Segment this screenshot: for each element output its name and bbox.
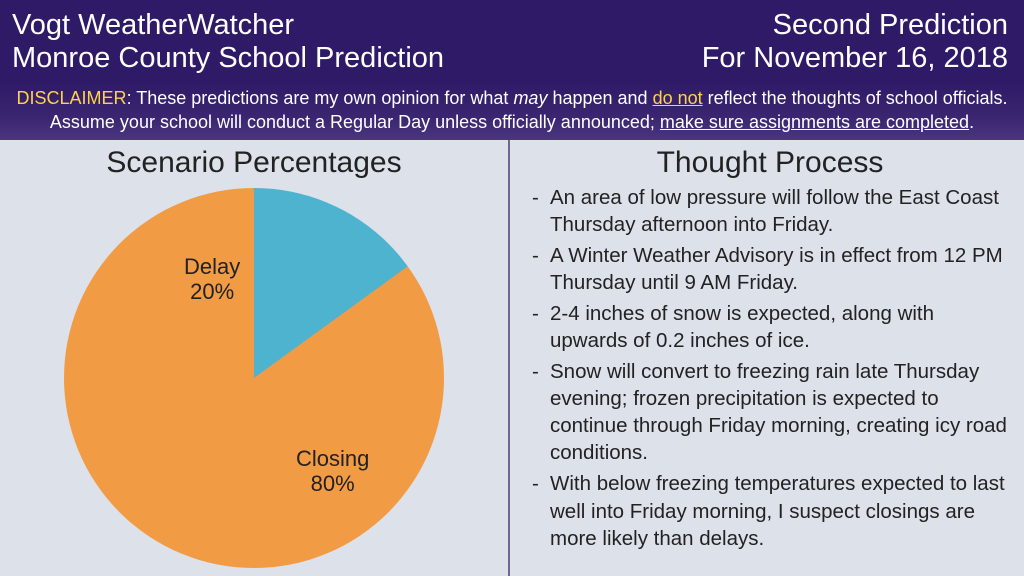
thought-item: With below freezing temperatures expecte… — [530, 470, 1010, 551]
disclaimer-text-3: reflect the thoughts of school officials… — [703, 88, 1008, 108]
disclaimer-line2b: make sure assignments are completed — [660, 112, 969, 132]
disclaimer-line2c: . — [969, 112, 974, 132]
pie-label-closing-name: Closing — [296, 446, 369, 471]
disclaimer-donot: do not — [653, 88, 703, 108]
pie-label-closing: Closing 80% — [296, 446, 369, 497]
disclaimer-line2a: Assume your school will conduct a Regula… — [50, 112, 660, 132]
scenario-title: Scenario Percentages — [106, 146, 401, 180]
header-prediction-number: Second Prediction — [702, 9, 1008, 42]
thought-item: 2-4 inches of snow is expected, along wi… — [530, 300, 1010, 354]
thought-item: An area of low pressure will follow the … — [530, 184, 1010, 238]
header-bar: Vogt WeatherWatcher Monroe County School… — [0, 0, 1024, 82]
disclaimer-label: DISCLAIMER — [17, 88, 127, 108]
thought-list: An area of low pressure will follow the … — [530, 184, 1010, 552]
thought-item: A Winter Weather Advisory is in effect f… — [530, 242, 1010, 296]
scenario-panel: Scenario Percentages Delay 20% Closing 8… — [0, 140, 510, 576]
disclaimer-bar: DISCLAIMER: These predictions are my own… — [0, 82, 1024, 140]
header-subject: Monroe County School Prediction — [12, 42, 444, 75]
disclaimer-text-1: : These predictions are my own opinion f… — [127, 88, 514, 108]
pie-label-delay-name: Delay — [184, 254, 240, 279]
disclaimer-text-2: happen and — [547, 88, 652, 108]
pie-graphic — [64, 188, 444, 568]
pie-label-delay: Delay 20% — [184, 254, 240, 305]
pie-label-delay-value: 20% — [190, 279, 234, 304]
pie-label-closing-value: 80% — [311, 471, 355, 496]
header-date: For November 16, 2018 — [702, 42, 1008, 75]
thought-title: Thought Process — [530, 146, 1010, 180]
header-left: Vogt WeatherWatcher Monroe County School… — [12, 6, 444, 78]
pie-chart: Delay 20% Closing 80% — [64, 188, 444, 568]
thought-item: Snow will convert to freezing rain late … — [530, 358, 1010, 466]
header-brand: Vogt WeatherWatcher — [12, 9, 444, 42]
header-right: Second Prediction For November 16, 2018 — [702, 6, 1008, 78]
main-content: Scenario Percentages Delay 20% Closing 8… — [0, 140, 1024, 576]
disclaimer-may: may — [513, 88, 547, 108]
thought-panel: Thought Process An area of low pressure … — [510, 140, 1024, 576]
